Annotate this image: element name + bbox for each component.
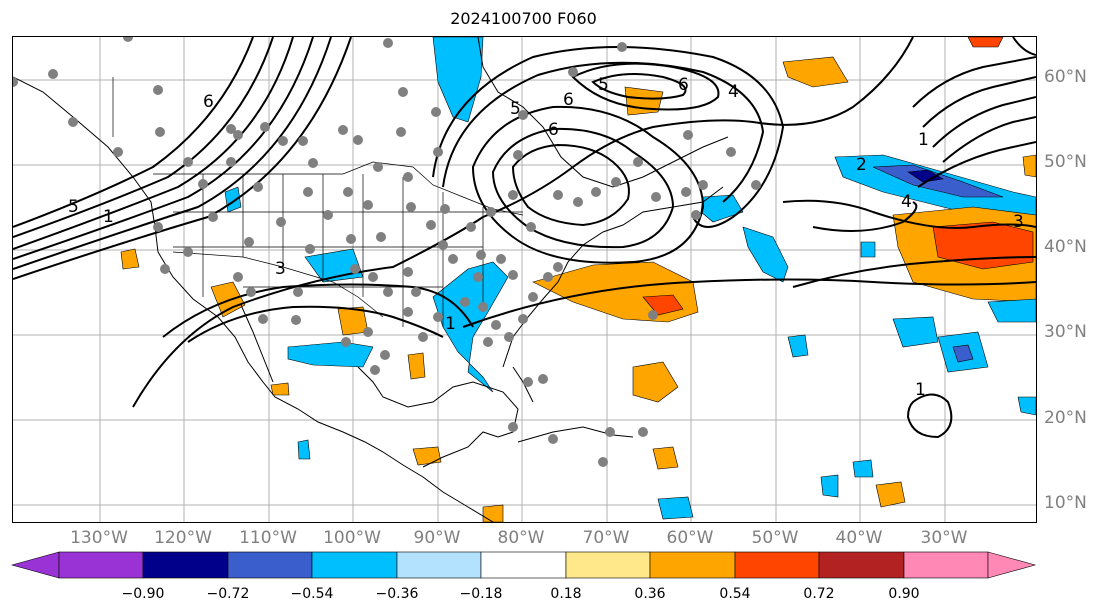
lon-label: 110°W bbox=[239, 528, 297, 548]
lat-label: 10°N bbox=[1044, 493, 1087, 513]
colorbar-swatch bbox=[734, 551, 820, 579]
lon-label: 60°W bbox=[666, 528, 714, 548]
lat-label: 60°N bbox=[1044, 67, 1087, 87]
lon-label: 120°W bbox=[154, 528, 212, 548]
colorbar-swatch bbox=[987, 551, 1037, 579]
colorbar-swatch bbox=[58, 551, 144, 579]
colorbar-tick: −0.54 bbox=[290, 586, 334, 602]
lon-label: 80°W bbox=[497, 528, 545, 548]
colorbar-tick: −0.72 bbox=[206, 586, 250, 602]
colorbar-tick: 0.18 bbox=[550, 586, 582, 602]
contour-label: 1 bbox=[103, 207, 114, 227]
lon-label: 30°W bbox=[920, 528, 968, 548]
contour-label: 6 bbox=[203, 92, 214, 112]
lat-label: 30°N bbox=[1044, 322, 1087, 342]
colorbar bbox=[10, 551, 1037, 579]
contour-label: 6 bbox=[678, 75, 689, 95]
contour-label: 5 bbox=[510, 99, 521, 119]
colorbar-swatch bbox=[903, 551, 989, 579]
contour-label: 5 bbox=[68, 197, 79, 217]
colorbar-swatch bbox=[818, 551, 905, 579]
colorbar-swatch bbox=[480, 551, 567, 579]
shaded-fields bbox=[120, 37, 1036, 522]
contour-label: 2 bbox=[856, 155, 867, 175]
contour-label: 1 bbox=[918, 130, 929, 150]
contour-label: 6 bbox=[548, 120, 559, 140]
height-contours bbox=[13, 37, 1036, 439]
colorbar-tick: 0.36 bbox=[634, 586, 666, 602]
colorbar-tick: 0.54 bbox=[719, 586, 751, 602]
colorbar-swatch bbox=[311, 551, 398, 579]
contour-label: 6 bbox=[563, 90, 574, 110]
graticule bbox=[13, 37, 1036, 522]
lon-label: 40°W bbox=[835, 528, 883, 548]
lon-label: 100°W bbox=[323, 528, 381, 548]
lon-label: 70°W bbox=[582, 528, 630, 548]
colorbar-tick: −0.18 bbox=[459, 586, 503, 602]
lon-label: 130°W bbox=[70, 528, 128, 548]
contour-label: 3 bbox=[275, 259, 286, 279]
colorbar-swatch bbox=[396, 551, 482, 579]
colorbar-swatch bbox=[649, 551, 736, 579]
colorbar-swatch bbox=[565, 551, 651, 579]
lat-label: 50°N bbox=[1044, 152, 1087, 172]
contour-label: 3 bbox=[1013, 212, 1024, 232]
colorbar-tick: −0.90 bbox=[121, 586, 165, 602]
contour-label: 1 bbox=[915, 380, 926, 400]
colorbar-tick: 0.72 bbox=[803, 586, 835, 602]
map-title: 2024100700 F060 bbox=[450, 9, 597, 28]
station-dots bbox=[13, 37, 761, 467]
colorbar-swatch bbox=[142, 551, 229, 579]
colorbar-tick: 0.90 bbox=[888, 586, 920, 602]
contour-label: 5 bbox=[598, 75, 609, 95]
lat-label: 40°N bbox=[1044, 237, 1087, 257]
weather-map-canvas: 6 6 5 6 5 4 6 1 2 4 3 3 1 1 1 5 bbox=[13, 37, 1036, 522]
contour-label: 1 bbox=[445, 314, 456, 334]
colorbar-swatch bbox=[10, 551, 60, 579]
lon-label: 90°W bbox=[413, 528, 461, 548]
colorbar-swatch bbox=[227, 551, 313, 579]
colorbar-tick: −0.36 bbox=[375, 586, 419, 602]
map-panel: 6 6 5 6 5 4 6 1 2 4 3 3 1 1 1 5 bbox=[12, 36, 1037, 523]
lat-label: 20°N bbox=[1044, 408, 1087, 428]
contour-label: 4 bbox=[728, 82, 739, 102]
contour-label-group: 6 6 5 6 5 4 6 1 2 4 3 3 1 1 1 5 bbox=[68, 75, 1024, 400]
contour-label: 4 bbox=[901, 192, 912, 212]
lon-label: 50°W bbox=[751, 528, 799, 548]
